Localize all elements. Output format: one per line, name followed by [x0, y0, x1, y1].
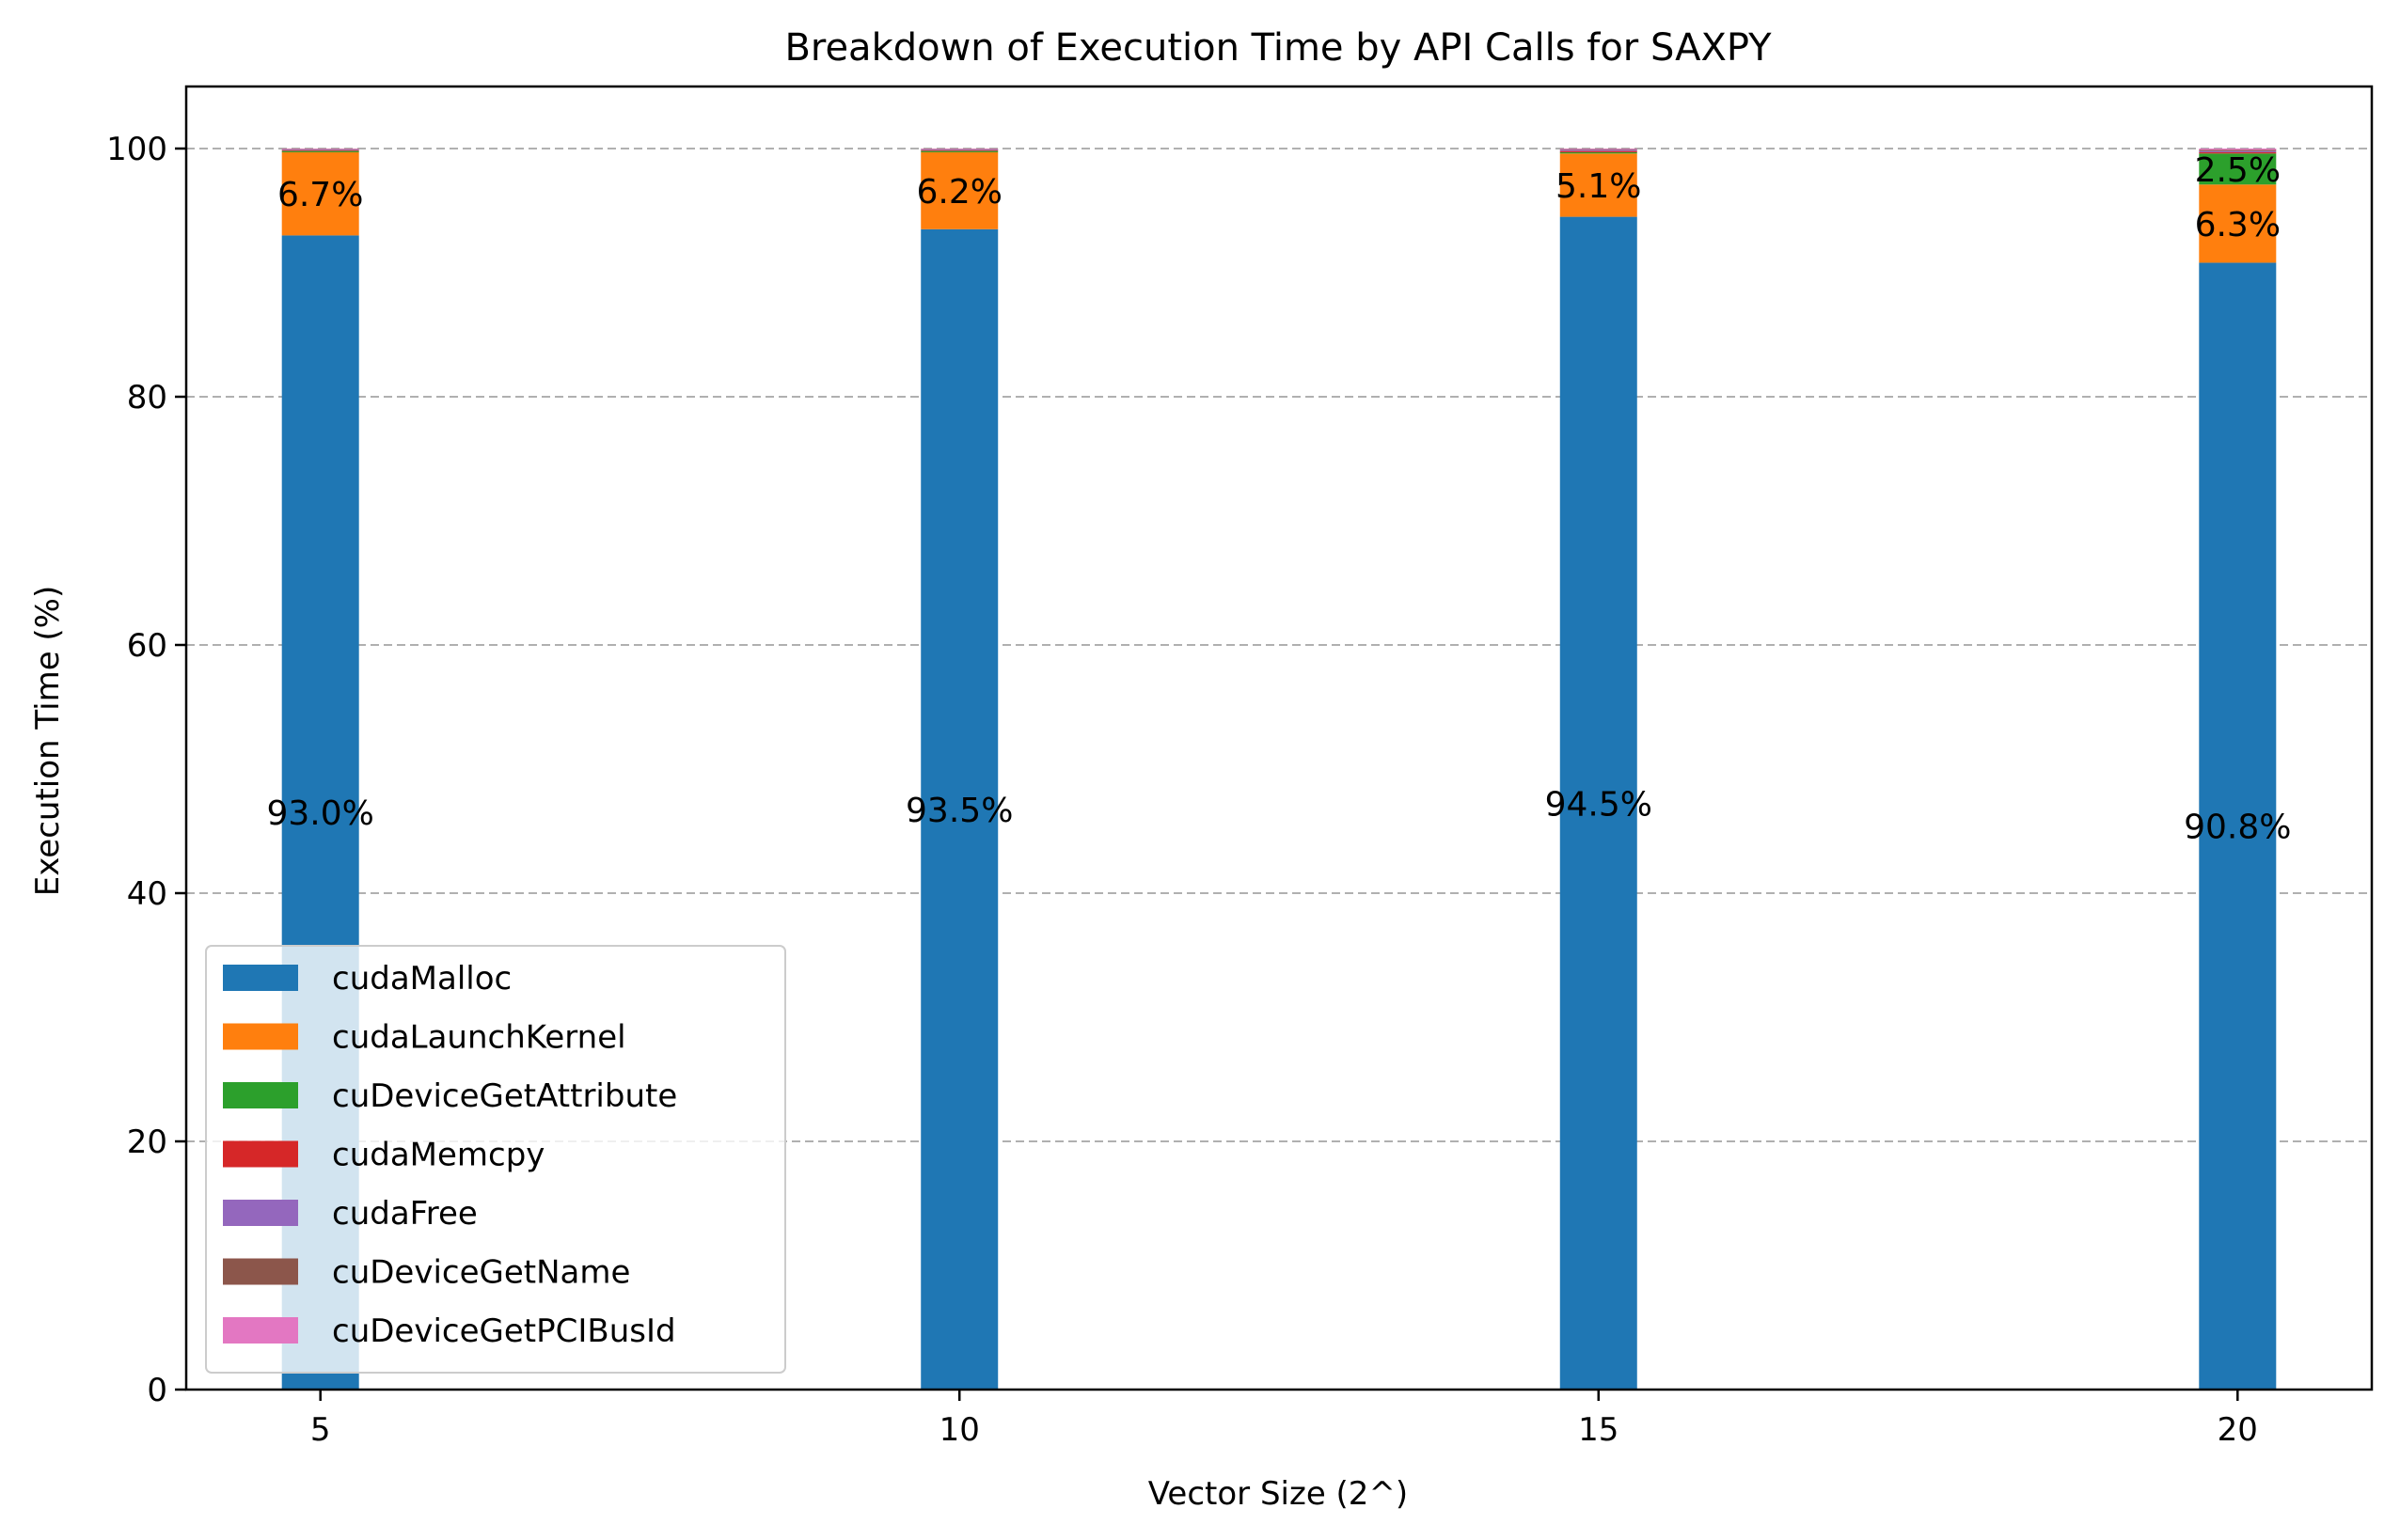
bar-segment: [281, 149, 359, 150]
bar-segment: [281, 149, 359, 150]
legend-swatch: [223, 1258, 298, 1285]
y-tick-label: 20: [127, 1124, 167, 1161]
x-tick-label: 10: [939, 1411, 980, 1449]
y-ticks: 0 20 40 60 80 100: [106, 131, 186, 1409]
legend-box: [205, 945, 786, 1374]
data-label: 5.1%: [1555, 167, 1641, 206]
bar-segment: [921, 151, 999, 229]
legend-swatch: [223, 1023, 298, 1050]
bar-segment: [921, 149, 999, 151]
y-axis-label: Execution Time (%): [29, 586, 67, 897]
bar-segment: [281, 150, 359, 152]
bar-segment: [921, 150, 999, 152]
legend-label: cudaFree: [332, 1195, 478, 1233]
y-tick-label: 40: [127, 875, 167, 913]
y-tick-label: 100: [106, 131, 167, 168]
bar-segment: [2199, 153, 2277, 185]
legend-label: cudaMalloc: [332, 960, 512, 998]
bar-segment: [921, 149, 999, 150]
bar-segment: [1559, 149, 1637, 150]
x-tick-label: 15: [1578, 1411, 1618, 1449]
legend-swatch: [223, 1140, 298, 1168]
bar-segment: [1559, 151, 1637, 154]
data-label: 90.8%: [2184, 809, 2291, 847]
legend-swatch: [223, 1200, 298, 1226]
gridlines: [186, 148, 2372, 1142]
data-label: 6.3%: [2195, 206, 2281, 244]
legend-swatch: [223, 1082, 298, 1108]
bar-segment: [1559, 216, 1637, 1391]
data-label: 2.5%: [2195, 151, 2281, 190]
legend: cudaMalloc cudaLaunchKernel cuDeviceGetAtt…: [205, 945, 786, 1374]
legend-swatch: [223, 965, 298, 991]
data-label: 6.2%: [916, 173, 1002, 212]
data-labels: 93.0% 6.7% 93.5% 6.2% 94.5% 5.1% 90.8% 6.3% 2.5%: [267, 151, 2292, 847]
bar-segment: [2199, 184, 2277, 263]
bar-segment: [1559, 149, 1637, 151]
bar-segment: [921, 228, 999, 1390]
x-tick-label: 5: [310, 1411, 331, 1449]
plot-frame: [184, 85, 2374, 1391]
bar-segment: [281, 151, 359, 236]
legend-label: cuDeviceGetAttribute: [332, 1077, 677, 1115]
y-tick-label: 60: [127, 627, 167, 665]
bar-segment: [2199, 149, 2277, 151]
chart-title: Breakdown of Execution Time by API Calls…: [784, 26, 1772, 70]
legend-label: cuDeviceGetPCIBusId: [332, 1312, 676, 1350]
bar-segment: [2199, 150, 2277, 152]
legend-label: cudaMemcpy: [332, 1137, 545, 1174]
y-tick-label: 80: [127, 379, 167, 416]
x-ticks: 5 10 15 20: [310, 1390, 2258, 1449]
y-tick-label: 0: [147, 1372, 167, 1409]
data-label: 93.5%: [906, 792, 1013, 830]
bar-segment: [1559, 153, 1637, 217]
legend-swatch: [223, 1317, 298, 1344]
bar-segment: [1559, 150, 1637, 152]
data-label: 94.5%: [1545, 785, 1652, 824]
x-tick-label: 20: [2218, 1411, 2258, 1449]
bar-segment: [2199, 151, 2277, 154]
legend-label: cuDeviceGetName: [332, 1254, 630, 1292]
x-axis-label: Vector Size (2^): [1148, 1475, 1408, 1513]
data-label: 93.0%: [267, 794, 374, 833]
bar-segment: [2199, 262, 2277, 1391]
bar-segment: [921, 149, 999, 150]
data-label: 6.7%: [277, 176, 363, 214]
legend-label: cudaLaunchKernel: [332, 1019, 626, 1057]
bar-segment: [281, 149, 359, 151]
